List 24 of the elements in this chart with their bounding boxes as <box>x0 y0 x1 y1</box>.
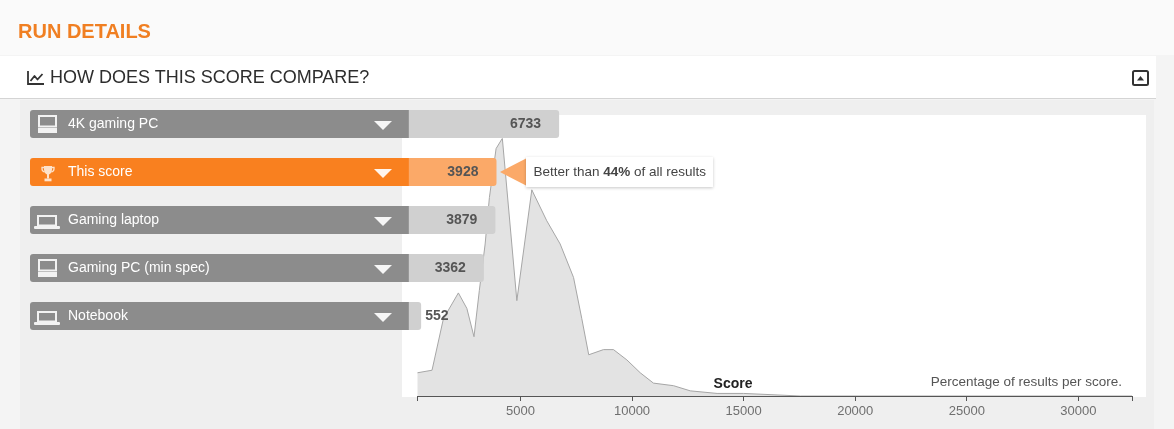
data-label: 6733 <box>509 115 542 132</box>
x-axis-title: Score <box>713 375 753 391</box>
x-tick-label: 15000 <box>725 403 762 419</box>
y-tick-label: Gaming laptop <box>68 211 160 228</box>
text: HOW DOES THIS SCORE COMPARE? <box>50 67 370 88</box>
y-tick-label: Gaming PC (min spec) <box>68 259 210 276</box>
data-label: 3928 <box>447 163 479 180</box>
annotation: Better than 44% of all results <box>533 164 707 179</box>
bar <box>408 158 497 186</box>
y-tick-label: 4K gaming PC <box>68 115 159 132</box>
x-tick-label: 5000 <box>505 403 535 419</box>
bar <box>408 302 422 330</box>
x-tick-label: 30000 <box>1060 403 1097 419</box>
x-tick-label: 25000 <box>948 403 985 419</box>
x-tick-label: 20000 <box>837 403 874 419</box>
text: RUN DETAILS <box>18 20 151 43</box>
x-tick-label: 10000 <box>613 403 651 419</box>
y-tick-label: This score <box>68 163 133 180</box>
y-tick-label: Notebook <box>68 307 129 324</box>
bar <box>408 206 496 234</box>
data-label: 552 <box>425 307 449 324</box>
data-label: 3362 <box>434 259 467 276</box>
data-label: 3879 <box>446 211 478 228</box>
annotation: Percentage of results per score. <box>930 374 1122 389</box>
